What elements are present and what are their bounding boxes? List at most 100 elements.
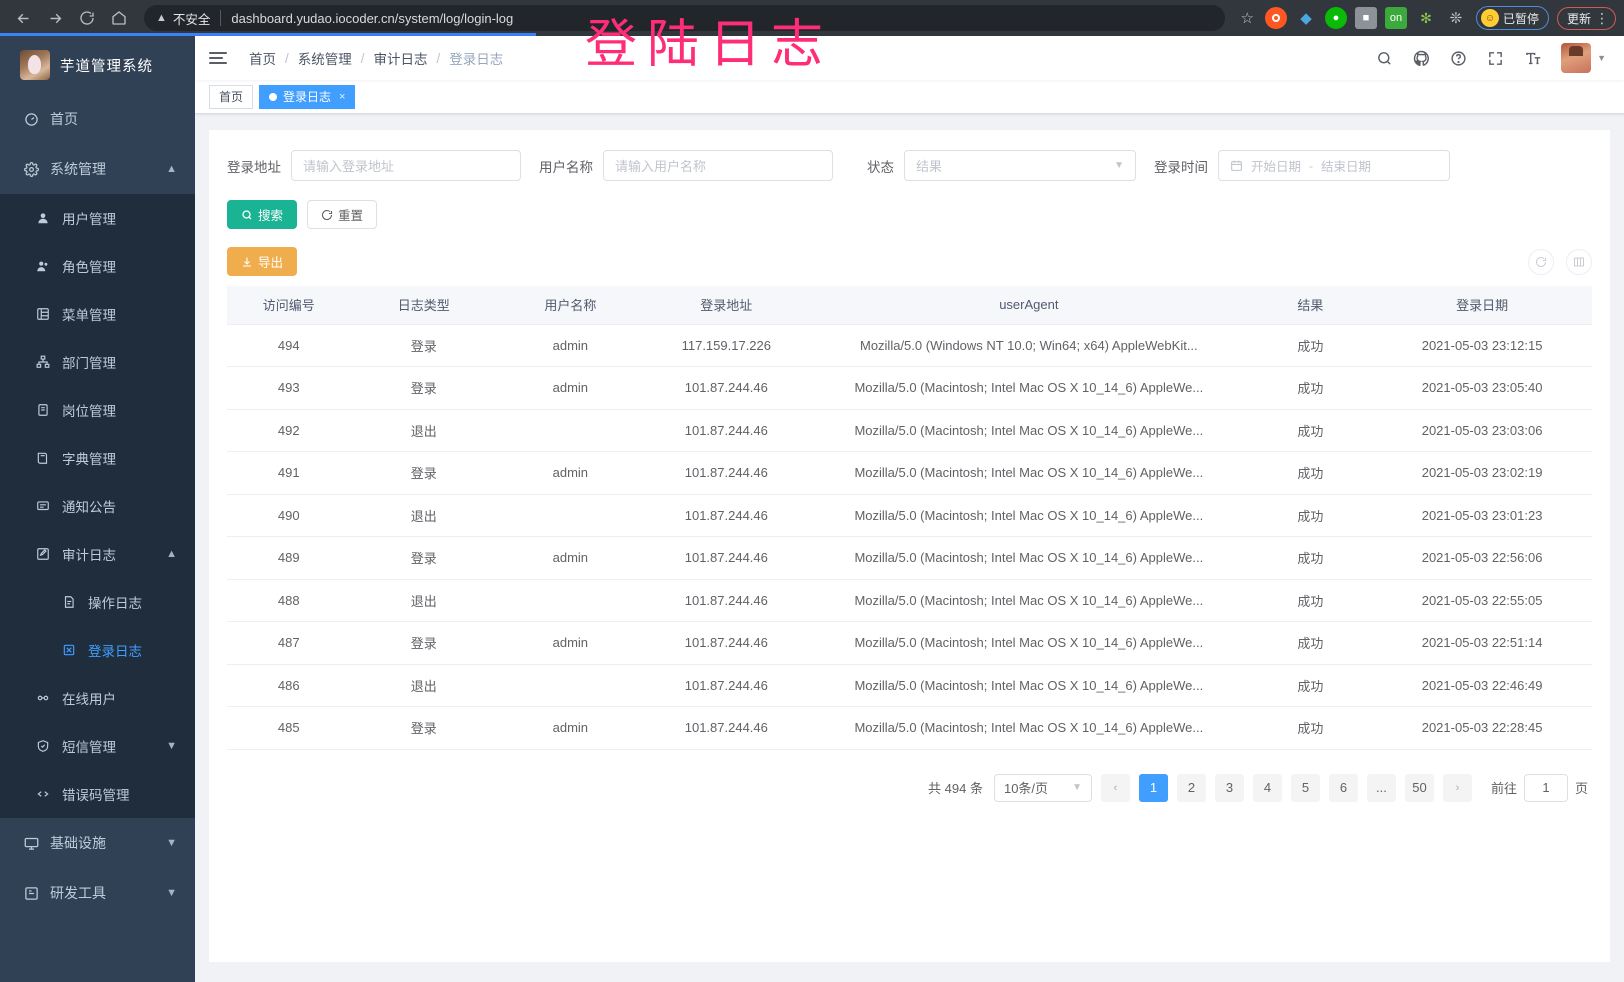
sidebar-item-role-mgmt[interactable]: 角色管理: [0, 242, 195, 290]
user-menu[interactable]: ▼: [1561, 43, 1606, 73]
sidebar-item-operation-log[interactable]: 操作日志: [0, 578, 195, 626]
status-select[interactable]: 结果 ▼: [904, 150, 1136, 181]
extension-icon-wechat[interactable]: ●: [1324, 7, 1347, 29]
cell-login-date: 2021-05-03 22:56:06: [1372, 536, 1592, 580]
reset-button[interactable]: 重置: [307, 200, 378, 229]
update-button[interactable]: 更新 ⋮: [1556, 6, 1616, 30]
search-icon[interactable]: [1376, 50, 1393, 67]
extension-icon-green[interactable]: on: [1384, 7, 1407, 29]
sidebar-item-error-code[interactable]: 错误码管理: [0, 770, 195, 818]
close-icon[interactable]: ×: [339, 90, 346, 103]
address-bar[interactable]: ▲ 不安全 dashboard.yudao.iocoder.cn/system/…: [144, 5, 1225, 31]
cell-login-address: 101.87.244.46: [643, 536, 809, 580]
back-arrow-icon[interactable]: [8, 3, 38, 33]
table-row[interactable]: 491 登录 admin 101.87.244.46 Mozilla/5.0 (Maci…: [227, 451, 1592, 495]
next-page-button[interactable]: ›: [1442, 773, 1472, 802]
table-row[interactable]: 488 退出 101.87.244.46 Mozilla/5.0 (Macintosh…: [227, 579, 1592, 622]
cell-user-agent: Mozilla/5.0 (Macintosh; Intel Mac OS X 1…: [809, 451, 1249, 495]
sidebar-item-notice[interactable]: 通知公告: [0, 482, 195, 530]
table-row[interactable]: 489 登录 admin 101.87.244.46 Mozilla/5.0 (Maci…: [227, 536, 1592, 580]
cell-user-agent: Mozilla/5.0 (Macintosh; Intel Mac OS X 1…: [809, 621, 1249, 665]
page-button-3[interactable]: 3: [1214, 773, 1244, 802]
login-address-input[interactable]: 请输入登录地址: [291, 150, 521, 181]
field-username-label: 用户名称: [539, 159, 593, 175]
chevron-down-icon: ▼: [1072, 782, 1082, 793]
calendar-icon: [1230, 159, 1243, 172]
paused-status-badge[interactable]: ☺ 已暂停: [1475, 6, 1549, 30]
jump-page-input[interactable]: 1: [1523, 773, 1568, 802]
sidebar-item-infrastructure[interactable]: 基础设施 ▼: [0, 818, 195, 868]
th-result: 结果: [1248, 286, 1373, 325]
prev-page-button[interactable]: ‹: [1100, 773, 1130, 802]
breadcrumb: 首页 / 系统管理 / 审计日志 / 登录日志: [249, 48, 503, 68]
sidebar-item-audit-log-label: 审计日志: [62, 548, 116, 563]
hamburger-icon[interactable]: [209, 52, 231, 64]
sidebar-item-dept-mgmt[interactable]: 部门管理: [0, 338, 195, 386]
brand-header[interactable]: 芋道管理系统: [0, 36, 195, 94]
sidebar-item-dev-tools[interactable]: 研发工具 ▼: [0, 868, 195, 918]
sidebar-item-login-log[interactable]: 登录日志: [0, 626, 195, 674]
table-row[interactable]: 487 登录 admin 101.87.244.46 Mozilla/5.0 (Maci…: [227, 621, 1592, 665]
fullscreen-icon[interactable]: [1487, 50, 1504, 67]
extension-icon-leaf[interactable]: ✻: [1420, 9, 1432, 26]
gear-icon: [20, 161, 42, 177]
table-row[interactable]: 486 退出 101.87.244.46 Mozilla/5.0 (Macintosh…: [227, 664, 1592, 707]
table-row[interactable]: 485 登录 admin 101.87.244.46 Mozilla/5.0 (Maci…: [227, 706, 1592, 750]
table-row[interactable]: 494 登录 admin 117.159.17.226 Mozilla/5.0 (Win…: [227, 324, 1592, 367]
font-size-icon[interactable]: [1524, 50, 1541, 67]
page-button-4[interactable]: 4: [1252, 773, 1282, 802]
sidebar-item-system[interactable]: 系统管理 ▲: [0, 144, 195, 194]
breadcrumb-item-system[interactable]: 系统管理: [297, 52, 352, 67]
cell-login-date: 2021-05-03 22:28:45: [1372, 706, 1592, 750]
cell-result: 成功: [1248, 706, 1373, 750]
cell-username: admin: [497, 536, 644, 580]
forward-arrow-icon[interactable]: [40, 3, 70, 33]
github-icon[interactable]: [1413, 50, 1430, 67]
table-row[interactable]: 490 退出 101.87.244.46 Mozilla/5.0 (Macintosh…: [227, 494, 1592, 537]
sidebar-item-menu-mgmt[interactable]: 菜单管理: [0, 290, 195, 338]
export-button[interactable]: 导出: [227, 247, 298, 276]
page-button-1[interactable]: 1: [1138, 773, 1168, 802]
daterange-separator: -: [1309, 158, 1314, 173]
page-button-5[interactable]: 5: [1290, 773, 1320, 802]
sidebar-item-online-user[interactable]: 在线用户: [0, 674, 195, 722]
extension-icon-orange[interactable]: [1264, 7, 1287, 29]
sidebar-item-dept-mgmt-label: 部门管理: [62, 356, 116, 371]
extension-icon-diamond[interactable]: ◆: [1300, 10, 1312, 27]
tag-login-log[interactable]: 登录日志 ×: [259, 84, 356, 109]
sidebar-item-audit-log[interactable]: 审计日志 ▲: [0, 530, 195, 578]
home-icon[interactable]: [104, 3, 134, 33]
tag-home[interactable]: 首页: [209, 84, 254, 109]
chevron-down-icon: ▼: [166, 887, 177, 899]
search-button[interactable]: 搜索: [227, 200, 298, 229]
extensions-puzzle-icon[interactable]: ❊: [1449, 10, 1463, 27]
kebab-menu-icon[interactable]: ⋮: [1595, 10, 1609, 26]
page-button-2[interactable]: 2: [1176, 773, 1206, 802]
columns-settings-icon[interactable]: [1566, 248, 1592, 275]
sidebar-item-post-mgmt[interactable]: 岗位管理: [0, 386, 195, 434]
sidebar-item-dict-mgmt[interactable]: 字典管理: [0, 434, 195, 482]
star-icon[interactable]: ☆: [1240, 10, 1254, 27]
cell-user-agent: Mozilla/5.0 (Macintosh; Intel Mac OS X 1…: [809, 494, 1249, 537]
page-button-last[interactable]: 50: [1404, 773, 1434, 802]
page-button-6[interactable]: 6: [1328, 773, 1358, 802]
breadcrumb-item-audit[interactable]: 审计日志: [373, 52, 428, 67]
extension-icon-blue-doc[interactable]: ■: [1354, 7, 1377, 29]
user-avatar[interactable]: [1561, 43, 1592, 73]
help-icon[interactable]: [1450, 50, 1467, 67]
table-action-row: 导出: [227, 247, 1592, 276]
table-row[interactable]: 492 退出 101.87.244.46 Mozilla/5.0 (Macintosh…: [227, 409, 1592, 452]
sidebar-item-user-mgmt[interactable]: 用户管理: [0, 194, 195, 242]
reload-icon[interactable]: [72, 3, 102, 33]
chevron-down-icon[interactable]: ▼: [1597, 53, 1606, 63]
sidebar-item-sms-mgmt[interactable]: 短信管理 ▼: [0, 722, 195, 770]
login-time-daterange[interactable]: 开始日期 - 结束日期: [1218, 150, 1450, 181]
page-ellipsis[interactable]: ...: [1366, 773, 1396, 802]
sidebar-item-home[interactable]: 首页: [0, 94, 195, 144]
table-row[interactable]: 493 登录 admin 101.87.244.46 Mozilla/5.0 (Maci…: [227, 366, 1592, 410]
page-size-select[interactable]: 10条/页 ▼: [993, 773, 1092, 802]
refresh-circle-icon[interactable]: [1528, 248, 1554, 275]
cell-login-address: 101.87.244.46: [643, 621, 809, 665]
username-input[interactable]: 请输入用户名称: [603, 150, 833, 181]
breadcrumb-item-home[interactable]: 首页: [249, 52, 276, 67]
